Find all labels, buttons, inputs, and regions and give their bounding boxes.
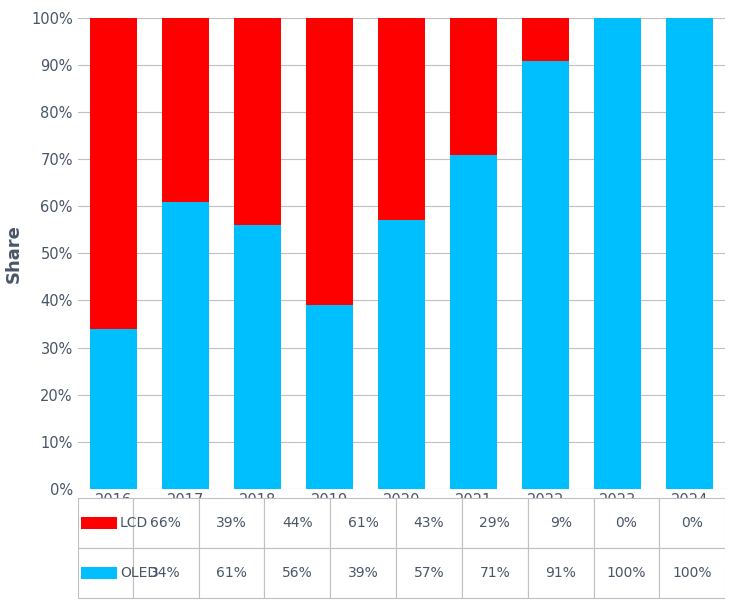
- Text: 56%: 56%: [282, 566, 313, 580]
- Bar: [81, 567, 117, 578]
- Bar: [378, 18, 425, 220]
- Text: 34%: 34%: [150, 566, 181, 580]
- Bar: [330, 548, 396, 597]
- Text: 100%: 100%: [607, 566, 646, 580]
- Bar: [132, 548, 198, 597]
- Text: 61%: 61%: [348, 516, 379, 530]
- Text: 43%: 43%: [414, 516, 444, 530]
- Y-axis label: Share: Share: [4, 224, 23, 283]
- Bar: [593, 548, 659, 597]
- Text: 9%: 9%: [550, 516, 571, 530]
- Bar: [90, 18, 137, 329]
- Bar: [659, 548, 725, 597]
- Text: 29%: 29%: [480, 516, 510, 530]
- Bar: [659, 498, 725, 548]
- Text: 100%: 100%: [673, 566, 712, 580]
- Text: 39%: 39%: [348, 566, 379, 580]
- Bar: [594, 18, 641, 489]
- Bar: [522, 61, 569, 489]
- Text: 91%: 91%: [545, 566, 576, 580]
- Bar: [450, 18, 497, 155]
- Text: 61%: 61%: [216, 566, 247, 580]
- Text: 44%: 44%: [282, 516, 312, 530]
- Bar: [396, 548, 462, 597]
- Bar: [234, 225, 281, 489]
- Text: 71%: 71%: [480, 566, 510, 580]
- Text: 57%: 57%: [414, 566, 444, 580]
- Bar: [306, 18, 353, 305]
- Bar: [378, 220, 425, 489]
- Text: 0%: 0%: [616, 516, 637, 530]
- Bar: [528, 548, 593, 597]
- Bar: [132, 498, 198, 548]
- Bar: [264, 548, 330, 597]
- Bar: [234, 18, 281, 225]
- Bar: [450, 155, 497, 489]
- Bar: [396, 498, 462, 548]
- Text: 0%: 0%: [682, 516, 703, 530]
- Bar: [90, 329, 137, 489]
- Bar: [462, 548, 528, 597]
- Bar: [666, 18, 713, 489]
- Bar: [198, 498, 264, 548]
- Bar: [522, 18, 569, 61]
- Bar: [264, 498, 330, 548]
- Bar: [162, 18, 209, 202]
- Text: 39%: 39%: [216, 516, 247, 530]
- Bar: [462, 498, 528, 548]
- Bar: [162, 202, 209, 489]
- Bar: [81, 517, 117, 529]
- Text: OLED: OLED: [120, 566, 158, 580]
- Text: 66%: 66%: [150, 516, 181, 530]
- Text: LCD: LCD: [120, 516, 148, 530]
- Bar: [593, 498, 659, 548]
- Bar: [330, 498, 396, 548]
- Bar: [528, 498, 593, 548]
- Bar: [198, 548, 264, 597]
- Bar: [306, 305, 353, 489]
- Bar: [78, 498, 132, 548]
- Bar: [78, 548, 132, 597]
